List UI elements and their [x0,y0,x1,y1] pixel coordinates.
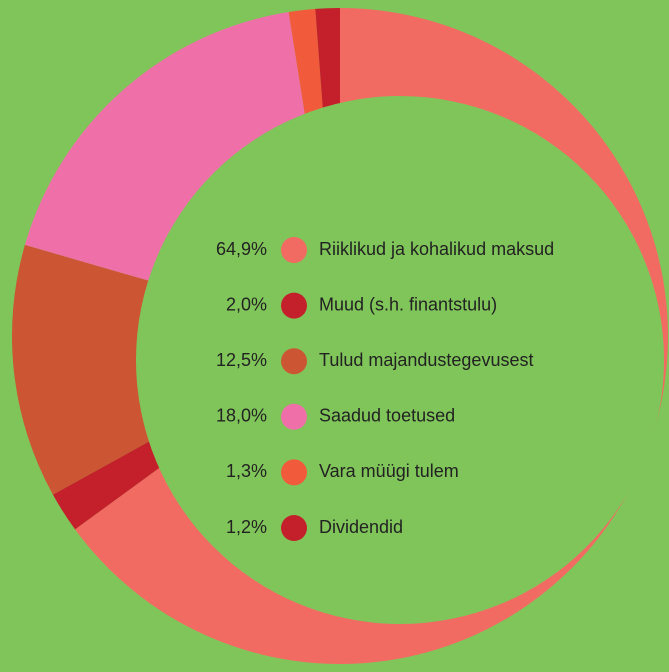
legend-label: Riiklikud ja kohalikud maksud [319,239,554,259]
legend-swatch [281,403,307,430]
legend-value: 2,0% [226,294,267,314]
legend-swatch [281,237,307,263]
legend-value: 1,3% [226,461,267,481]
legend-value: 1,2% [226,517,267,537]
legend-swatch [281,459,307,486]
legend-swatch [281,348,307,375]
legend-label: Muud (s.h. finantstulu) [319,294,497,314]
legend-value: 64,9% [216,239,267,259]
legend-label: Dividendid [319,517,403,537]
legend-label: Vara müügi tulem [319,461,459,481]
legend-value: 12,5% [216,350,267,370]
legend-swatch [281,515,307,541]
donut-hole [136,96,664,624]
legend-swatch [281,292,307,319]
legend-label: Saadud toetused [319,406,455,426]
legend-value: 18,0% [216,406,267,426]
legend-label: Tulud majandustegevusest [319,350,533,370]
legend: 64,9% Riiklikud ja kohalikud maksud 2,0% Mu… [216,237,554,541]
